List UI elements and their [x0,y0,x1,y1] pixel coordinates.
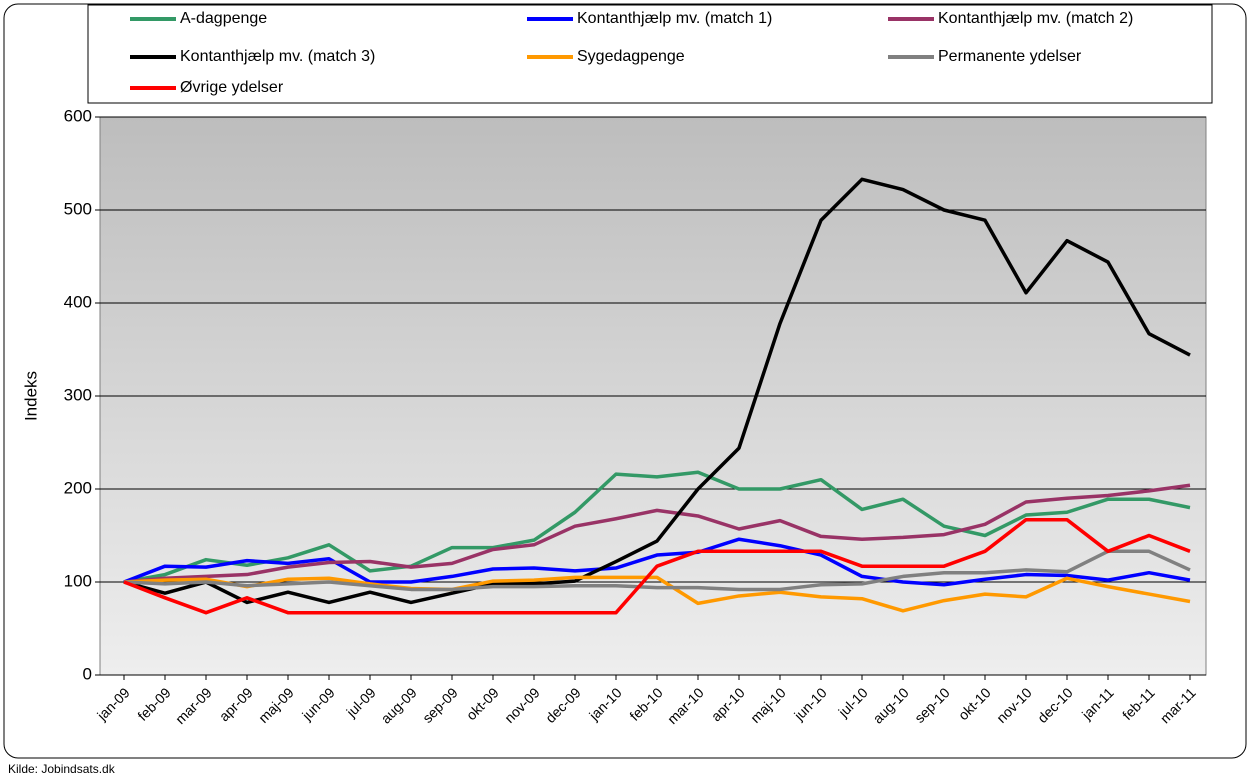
legend-label: A-dagpenge [180,10,267,27]
series-line [123,177,1191,605]
series-line [123,470,1191,584]
legend-label: Kontanthjælp mv. (match 2) [938,10,1133,27]
y-tick-label: 200 [64,478,92,497]
y-tick-label: 300 [64,385,92,404]
legend-label: Sygedagpenge [577,48,685,65]
series-line [123,575,1191,613]
series-line [123,483,1191,584]
series-group [123,177,1191,615]
legend-label: Kontanthjælp mv. (match 3) [180,48,375,65]
legend-label: Permanente ydelser [938,48,1082,65]
y-tick-label: 500 [64,199,92,218]
y-tick-label: 100 [64,571,92,590]
series-line [123,537,1191,587]
legend-label: Øvrige ydelser [180,79,284,96]
legend-label: Kontanthjælp mv. (match 1) [577,10,772,27]
y-tick-label: 0 [83,664,92,683]
series-line [123,549,1191,592]
source: Kilde: Jobindsats.dk [8,762,116,776]
y-axis-title: Indeks [21,371,40,421]
y-tick-label: 400 [64,292,92,311]
legend-box [87,4,1213,104]
grid [100,116,1206,676]
y-tick-label: 600 [64,106,92,125]
series-line [123,517,1191,615]
